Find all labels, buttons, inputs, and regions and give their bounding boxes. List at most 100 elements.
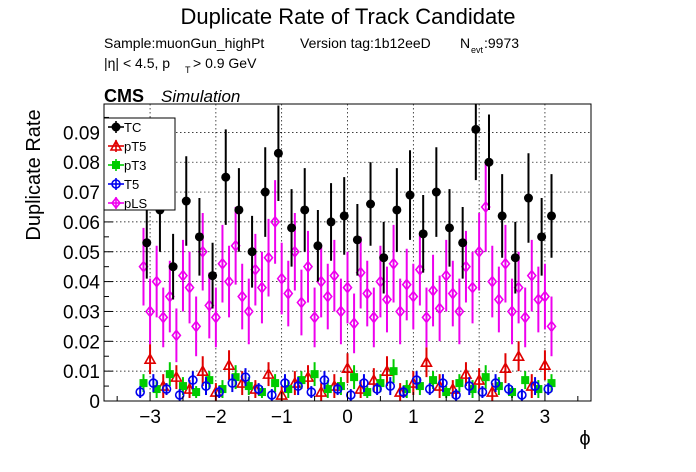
data-point	[442, 388, 451, 397]
data-point	[273, 148, 283, 158]
data-point	[191, 320, 202, 333]
data-point	[109, 139, 123, 151]
data-point	[112, 161, 120, 169]
data-point	[408, 290, 419, 303]
data-point	[474, 245, 485, 259]
data-point	[418, 229, 428, 239]
data-point	[381, 293, 393, 306]
data-point	[313, 241, 323, 251]
data-point	[499, 361, 512, 373]
data-point	[342, 281, 353, 294]
y-tick-label: 0.03	[63, 302, 100, 323]
data-point	[350, 373, 359, 382]
data-point	[521, 376, 530, 385]
data-point	[546, 320, 557, 333]
data-point	[300, 205, 310, 215]
data-point	[372, 384, 382, 394]
data-point	[139, 379, 148, 388]
data-point	[455, 379, 464, 388]
data-point	[276, 272, 287, 285]
data-point	[142, 238, 152, 248]
data-point	[335, 305, 346, 318]
data-point	[517, 390, 527, 400]
y-tick-label: 0.04	[63, 273, 100, 294]
x-tick-label: −2	[205, 407, 227, 428]
data-point	[181, 196, 191, 206]
data-point	[359, 378, 369, 388]
legend-entry-pt3: pT3	[108, 158, 146, 173]
legend-label: pLS	[124, 196, 147, 211]
data-point	[323, 385, 332, 394]
data-point	[493, 293, 504, 306]
data-point	[293, 381, 303, 391]
data-point	[111, 179, 121, 189]
y-tick-label: 0.08	[63, 153, 100, 174]
x-tick-label: −1	[271, 407, 293, 428]
data-point	[429, 376, 438, 385]
data-point	[467, 281, 478, 294]
y-tick-label: 0.06	[63, 213, 100, 234]
data-point	[415, 382, 424, 391]
y-tick-label: 0.02	[63, 332, 100, 353]
data-point	[379, 253, 389, 263]
data-point	[380, 364, 394, 376]
data-point	[306, 387, 317, 397]
legend-label: pT5	[124, 139, 146, 154]
data-point	[451, 390, 461, 400]
data-point	[395, 305, 406, 318]
simulation-label: Simulation	[161, 87, 240, 106]
data-point	[547, 379, 556, 388]
x-tick-label: 2	[474, 407, 485, 428]
series-t5	[135, 368, 554, 401]
data-point	[301, 370, 315, 382]
y-axis-label: Duplicate Rate	[23, 109, 45, 240]
data-point	[490, 378, 501, 388]
data-point	[271, 379, 280, 388]
grid-lines	[104, 104, 591, 401]
data-point	[283, 287, 294, 300]
data-point	[345, 390, 356, 400]
data-point	[319, 375, 330, 385]
legend-label: T5	[124, 177, 139, 192]
legend-entry-pls: pLS	[108, 196, 147, 211]
data-point	[210, 311, 221, 324]
series-tc	[142, 104, 557, 309]
subtitle-nevt-prefix: N	[460, 35, 470, 51]
data-point	[405, 190, 415, 200]
data-point	[507, 305, 518, 318]
y-tick-label: 0.09	[63, 123, 100, 144]
data-point	[152, 385, 161, 394]
data-point	[111, 122, 121, 132]
data-point	[196, 364, 210, 376]
data-point	[367, 373, 381, 385]
data-point	[472, 373, 486, 385]
data-point	[459, 367, 473, 379]
data-point	[178, 382, 187, 391]
data-point	[487, 275, 498, 288]
data-point	[161, 384, 172, 394]
data-point	[389, 367, 398, 376]
data-point	[165, 370, 174, 379]
data-point	[145, 305, 156, 318]
data-point	[481, 373, 490, 382]
data-point	[332, 384, 343, 394]
data-point	[538, 358, 552, 370]
cms-label: CMS	[104, 86, 144, 106]
data-point	[158, 311, 169, 324]
data-point	[428, 284, 439, 297]
data-point	[287, 223, 297, 233]
data-point	[256, 281, 267, 294]
legend-entry-pt5: pT5	[108, 139, 146, 154]
data-point	[366, 199, 376, 209]
data-point	[329, 269, 340, 282]
subtitle-version: Version tag:1b12eeD	[300, 35, 431, 51]
data-point	[326, 217, 336, 227]
y-tick-label: 0.05	[63, 243, 100, 264]
data-point	[262, 367, 275, 379]
data-point	[267, 390, 277, 400]
data-point	[170, 370, 183, 382]
data-point	[431, 187, 441, 197]
data-point	[398, 387, 409, 397]
